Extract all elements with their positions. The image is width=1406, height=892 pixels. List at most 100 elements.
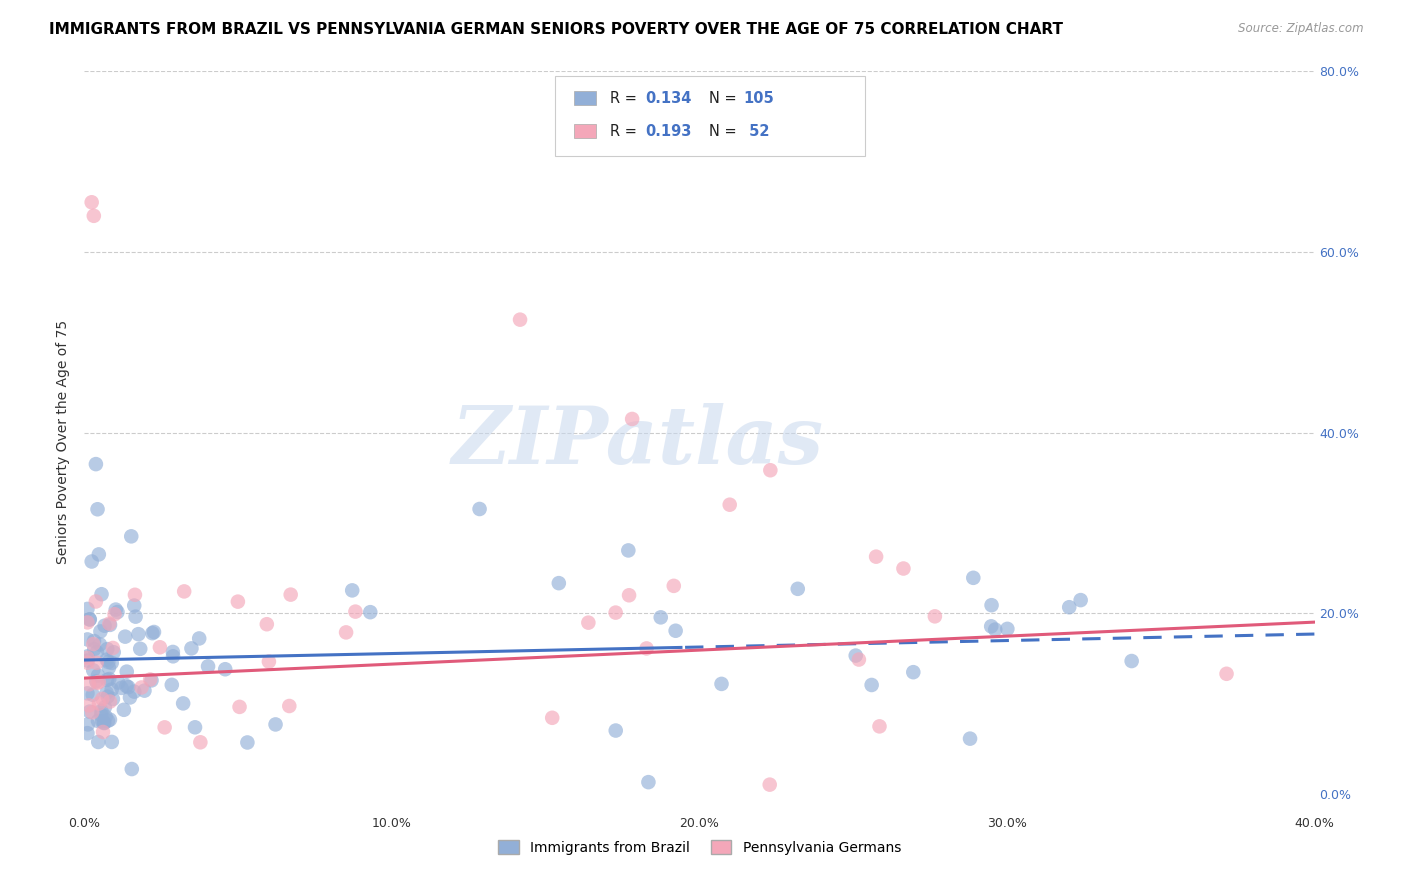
Point bbox=[278, 698, 301, 713]
Y-axis label: Seniors Poverty Over the Age of 75: Seniors Poverty Over the Age of 75 bbox=[56, 319, 70, 564]
Point bbox=[87, 668, 110, 682]
Point bbox=[97, 690, 120, 704]
Point bbox=[103, 607, 125, 622]
Point bbox=[541, 711, 564, 725]
Point bbox=[76, 651, 98, 665]
Point bbox=[962, 571, 984, 585]
Point bbox=[758, 778, 780, 792]
Point bbox=[893, 561, 915, 575]
Point bbox=[139, 673, 162, 687]
Point bbox=[143, 625, 166, 640]
Point bbox=[100, 682, 122, 697]
Point bbox=[98, 616, 121, 631]
Point bbox=[96, 673, 118, 687]
Point bbox=[172, 697, 194, 711]
Point bbox=[79, 705, 101, 719]
Point bbox=[980, 598, 1002, 612]
Point bbox=[91, 692, 114, 706]
Point bbox=[257, 655, 280, 669]
Point bbox=[79, 612, 101, 626]
Point bbox=[82, 663, 104, 677]
Point bbox=[1215, 666, 1237, 681]
Point bbox=[98, 713, 121, 727]
Point bbox=[869, 719, 891, 733]
Point bbox=[718, 498, 741, 512]
Point bbox=[115, 679, 138, 693]
Point bbox=[903, 665, 925, 680]
Point bbox=[93, 715, 115, 730]
Point bbox=[90, 587, 112, 601]
Point bbox=[280, 588, 302, 602]
Point bbox=[91, 725, 114, 739]
Text: 52: 52 bbox=[744, 124, 769, 138]
Point bbox=[104, 602, 127, 616]
Point bbox=[124, 588, 146, 602]
Point bbox=[76, 602, 98, 616]
Point bbox=[94, 710, 117, 724]
Point bbox=[129, 641, 152, 656]
Point bbox=[786, 582, 808, 596]
Point bbox=[83, 642, 105, 657]
Point bbox=[84, 674, 107, 689]
Point bbox=[90, 704, 112, 718]
Point bbox=[605, 723, 627, 738]
Point bbox=[97, 714, 120, 728]
Point bbox=[98, 672, 121, 686]
Point bbox=[76, 649, 98, 664]
Text: IMMIGRANTS FROM BRAZIL VS PENNSYLVANIA GERMAN SENIORS POVERTY OVER THE AGE OF 75: IMMIGRANTS FROM BRAZIL VS PENNSYLVANIA G… bbox=[49, 22, 1063, 37]
Point bbox=[87, 548, 110, 562]
Text: 0.193: 0.193 bbox=[645, 124, 692, 138]
Point bbox=[89, 624, 111, 639]
Point bbox=[124, 684, 146, 698]
Point bbox=[605, 606, 627, 620]
Point bbox=[91, 714, 114, 729]
Point bbox=[980, 619, 1002, 633]
Point bbox=[117, 680, 139, 694]
Point bbox=[87, 714, 110, 728]
Point bbox=[335, 625, 357, 640]
Point bbox=[103, 645, 125, 659]
Point bbox=[94, 700, 117, 714]
Point bbox=[617, 588, 640, 602]
Text: Source: ZipAtlas.com: Source: ZipAtlas.com bbox=[1239, 22, 1364, 36]
Point bbox=[97, 661, 120, 675]
Point bbox=[214, 662, 236, 676]
Point bbox=[82, 688, 104, 702]
Point bbox=[118, 690, 141, 705]
Point bbox=[141, 673, 163, 688]
Point bbox=[98, 618, 121, 632]
Point bbox=[82, 706, 104, 720]
Point bbox=[509, 312, 531, 326]
Point bbox=[848, 652, 870, 666]
Point bbox=[236, 735, 259, 749]
Point bbox=[149, 640, 172, 655]
Point bbox=[101, 640, 124, 655]
Point bbox=[83, 209, 105, 223]
Point bbox=[197, 659, 219, 673]
Point bbox=[1057, 600, 1080, 615]
Point bbox=[665, 624, 688, 638]
Point bbox=[190, 735, 212, 749]
Point bbox=[77, 698, 100, 713]
Point bbox=[112, 703, 135, 717]
Point bbox=[121, 762, 143, 776]
Point bbox=[359, 605, 381, 619]
Point bbox=[96, 653, 118, 667]
Point bbox=[173, 584, 195, 599]
Point bbox=[96, 642, 118, 657]
Point bbox=[184, 720, 207, 734]
Point bbox=[87, 675, 110, 690]
Point bbox=[860, 678, 883, 692]
Point bbox=[845, 648, 868, 663]
Point bbox=[865, 549, 887, 564]
Text: N =: N = bbox=[709, 91, 741, 105]
Point bbox=[127, 627, 149, 641]
Point bbox=[1070, 593, 1092, 607]
Point bbox=[82, 637, 104, 651]
Point bbox=[110, 681, 132, 695]
Point bbox=[87, 697, 110, 711]
Point bbox=[162, 645, 184, 659]
Point bbox=[160, 678, 183, 692]
Point bbox=[101, 735, 124, 749]
Point bbox=[80, 195, 103, 210]
